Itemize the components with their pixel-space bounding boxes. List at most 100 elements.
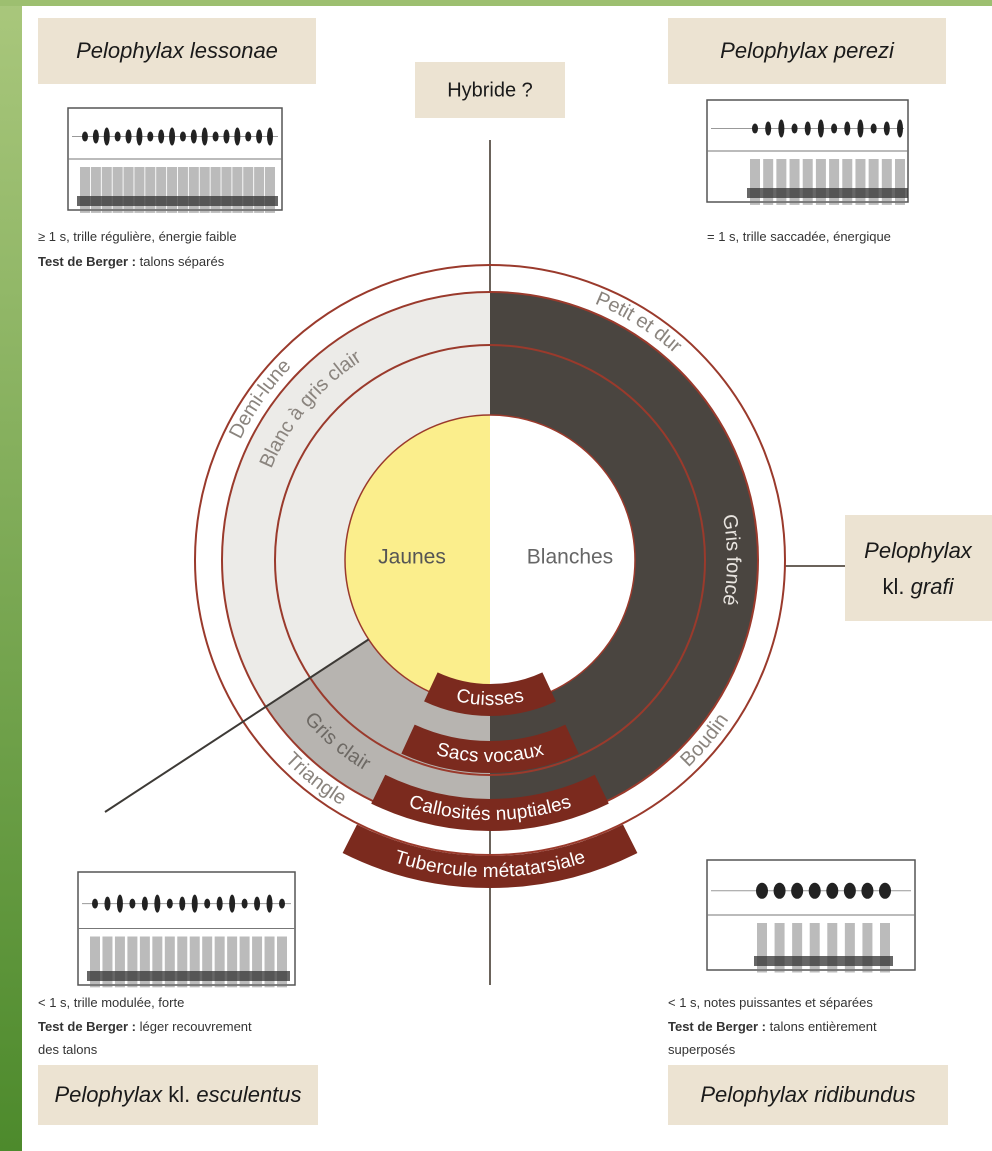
berger-text: léger recouvrement: [140, 1019, 252, 1034]
genus: Pelophylax: [720, 38, 829, 63]
species-name: Pelophylax ridibundus: [700, 1082, 915, 1107]
spectral-band: [145, 167, 155, 213]
epithet: grafi: [911, 574, 955, 599]
waveform-pulse: [179, 897, 185, 911]
spectral-band: [232, 167, 242, 213]
call-description: = 1 s, trille saccadée, énergique: [707, 229, 891, 244]
berger-test: Test de Berger : talons entièrement: [668, 1019, 877, 1034]
waveform-pulse: [897, 120, 903, 138]
berger-label: Test de Berger :: [38, 1019, 136, 1034]
waveform-pulse: [857, 120, 863, 138]
waveform-pulse: [805, 122, 811, 136]
page: {"species": [ {"genus": "Pelophylax", "e…: [0, 0, 992, 1151]
spectral-band: [200, 167, 210, 213]
waveform-pulse: [136, 128, 142, 146]
waveform-pulse: [884, 122, 890, 136]
spectral-band: [178, 167, 188, 213]
waveform-pulse: [861, 883, 873, 899]
genus: Pelophylax: [76, 38, 185, 63]
waveform-pulse: [117, 895, 123, 913]
waveform-pulse: [104, 897, 110, 911]
spectral-band: [882, 159, 892, 205]
spectral-band: [243, 167, 253, 213]
waveform-pulse: [217, 897, 223, 911]
spectral-band: [80, 167, 90, 213]
spectral-band: [763, 159, 773, 205]
epithet: ridibundus: [814, 1082, 916, 1107]
berger-test: Test de Berger : léger recouvrement: [38, 1019, 252, 1034]
waveform-pulse: [778, 120, 784, 138]
epithet: lessonae: [190, 38, 278, 63]
waveform-pulse: [104, 128, 110, 146]
center-label: Blanches: [527, 546, 613, 569]
epithet: perezi: [833, 38, 895, 63]
diagram: JaunesBlanchesDemi-lunePetit et durBoudi…: [0, 0, 992, 1151]
waveform-pulse: [180, 132, 186, 142]
spectral-band: [776, 159, 786, 205]
waveform-pulse: [154, 895, 160, 913]
waveform-pulse: [169, 128, 175, 146]
waveform-pulse: [267, 128, 273, 146]
epithet: esculentus: [196, 1082, 301, 1107]
spectral-band: [816, 159, 826, 205]
waveform-pulse: [774, 883, 786, 899]
waveform-pulse: [792, 124, 798, 134]
waveform-pulse: [879, 883, 891, 899]
spectral-base: [754, 956, 893, 966]
waveform-pulse: [93, 130, 99, 144]
genus: Pelophylax: [864, 538, 973, 563]
waveform-pulse: [115, 132, 121, 142]
spectral-band: [750, 159, 760, 205]
waveform-pulse: [223, 130, 229, 144]
waveform-pulse: [142, 897, 148, 911]
waveform-pulse: [202, 128, 208, 146]
spectral-band: [91, 167, 101, 213]
spectral-band: [265, 167, 275, 213]
kl: kl.: [168, 1082, 190, 1107]
genus: Pelophylax: [700, 1082, 809, 1107]
waveform-pulse: [844, 883, 856, 899]
spectral-base: [747, 188, 908, 198]
spectral-band: [102, 167, 112, 213]
waveform-pulse: [191, 130, 197, 144]
waveform-pulse: [831, 124, 837, 134]
spectral-band: [855, 159, 865, 205]
spectral-band: [134, 167, 144, 213]
waveform-pulse: [256, 130, 262, 144]
waveform-pulse: [192, 895, 198, 913]
call-description: < 1 s, trille modulée, forte: [38, 995, 184, 1010]
spectral-band: [803, 159, 813, 205]
call-description: < 1 s, notes puissantes et séparées: [668, 995, 873, 1010]
waveform-pulse: [818, 120, 824, 138]
berger-label: Test de Berger :: [668, 1019, 766, 1034]
spectral-base: [87, 971, 290, 981]
species-name: Pelophylax perezi: [720, 38, 895, 63]
waveform-pulse: [158, 130, 164, 144]
waveform-pulse: [844, 122, 850, 136]
spectral-band: [189, 167, 199, 213]
center-label: Jaunes: [378, 546, 446, 569]
spectral-band: [124, 167, 134, 213]
waveform-pulse: [229, 895, 235, 913]
spectral-band: [211, 167, 221, 213]
waveform-pulse: [267, 895, 273, 913]
species-box: [845, 515, 992, 621]
waveform-pulse: [826, 883, 838, 899]
waveform-pulse: [167, 899, 173, 909]
waveform-pulse: [242, 899, 248, 909]
waveform-pulse: [129, 899, 135, 909]
border-top: [0, 0, 992, 6]
hybrid-label: Hybride ?: [447, 79, 533, 101]
species-name: Pelophylax kl. esculentus: [54, 1082, 301, 1107]
genus: Pelophylax: [54, 1082, 163, 1107]
berger-text: talons séparés: [140, 254, 225, 269]
berger-text: des talons: [38, 1042, 98, 1057]
spectral-band: [254, 167, 264, 213]
waveform-pulse: [204, 899, 210, 909]
berger-test: Test de Berger : talons séparés: [38, 254, 225, 269]
waveform-pulse: [82, 132, 88, 142]
spectral-band: [895, 159, 905, 205]
waveform-pulse: [756, 883, 768, 899]
spectral-band: [790, 159, 800, 205]
waveform-pulse: [234, 128, 240, 146]
